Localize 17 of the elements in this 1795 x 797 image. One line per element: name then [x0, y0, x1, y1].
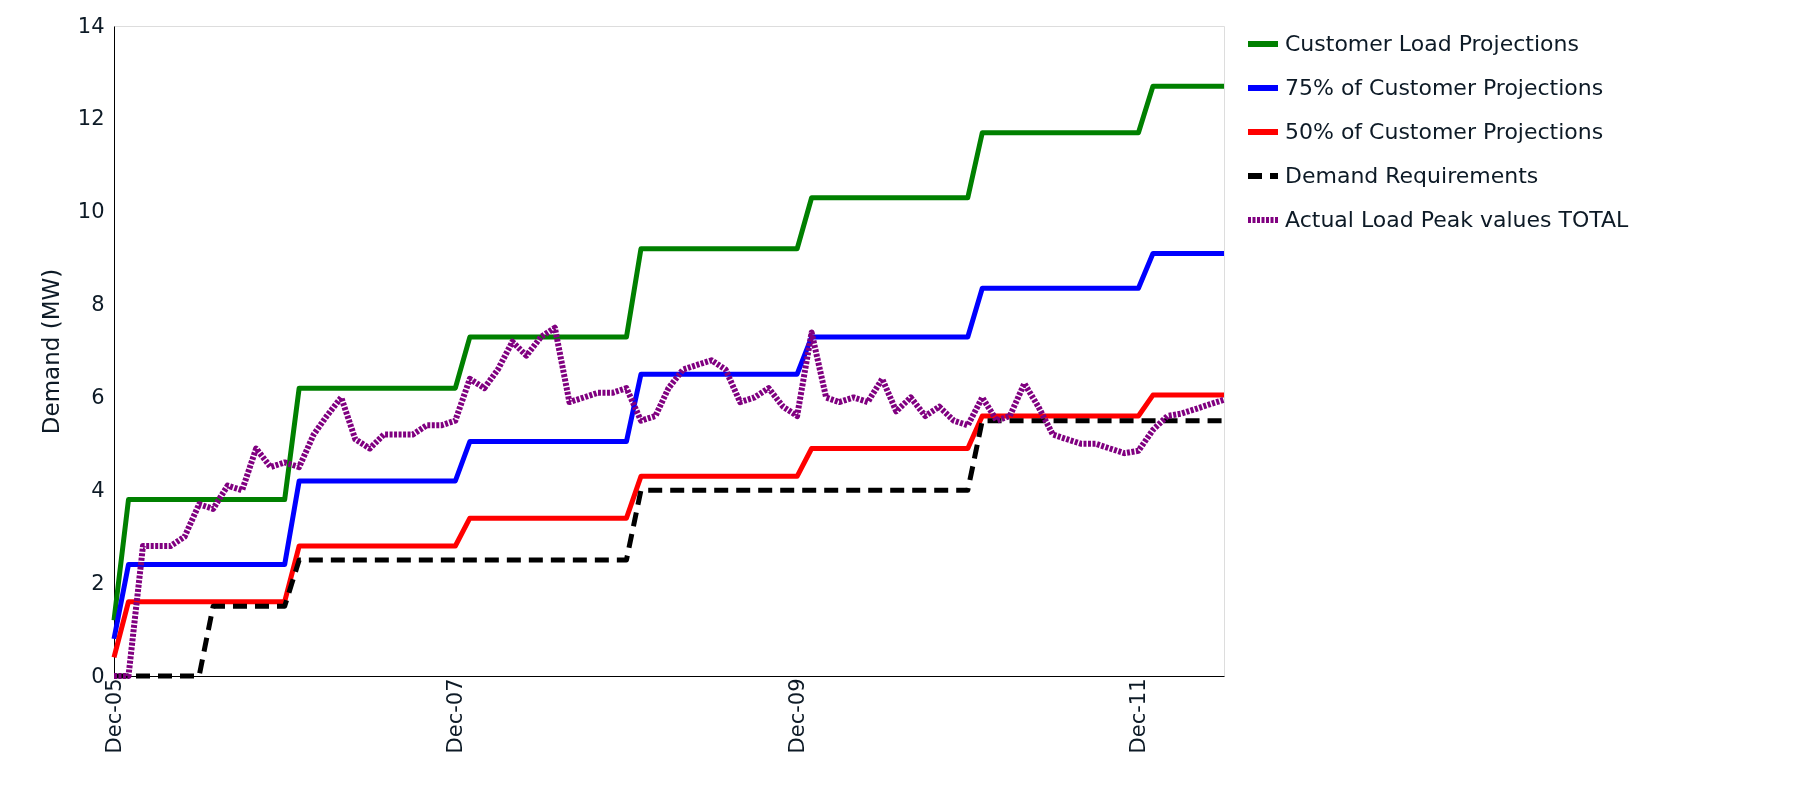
y-tick-label: 10	[77, 199, 105, 224]
legend-label: Actual Load Peak values TOTAL	[1285, 207, 1629, 232]
legend-label: 75% of Customer Projections	[1285, 75, 1604, 100]
legend-label: Demand Requirements	[1285, 163, 1539, 188]
y-tick-label: 4	[91, 477, 105, 502]
y-tick-label: 0	[91, 663, 105, 688]
x-tick-label: Dec-09	[784, 678, 809, 754]
y-tick-label: 2	[91, 570, 105, 595]
y-tick-label: 12	[77, 106, 105, 131]
y-tick-label: 8	[91, 292, 105, 317]
y-axis-title: Demand (MW)	[37, 268, 64, 435]
x-tick-label: Dec-11	[1125, 678, 1150, 754]
legend-label: Customer Load Projections	[1285, 31, 1579, 56]
y-tick-label: 14	[77, 13, 105, 38]
x-tick-label: Dec-07	[442, 678, 467, 754]
y-tick-label: 6	[91, 384, 105, 409]
legend-label: 50% of Customer Projections	[1285, 119, 1604, 144]
